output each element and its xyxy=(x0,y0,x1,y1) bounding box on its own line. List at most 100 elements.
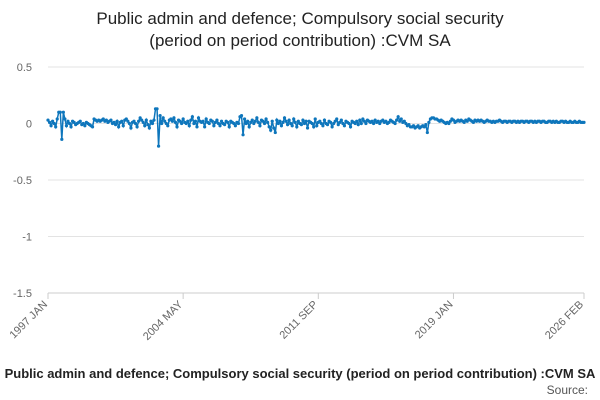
point xyxy=(310,121,314,126)
point xyxy=(353,121,357,126)
point xyxy=(471,120,476,124)
point xyxy=(304,119,308,123)
point xyxy=(287,118,291,122)
x-tick-label: 1997 JAN xyxy=(7,299,50,342)
point xyxy=(258,124,262,128)
chart-title: (period on period contribution) :CVM SA xyxy=(149,31,451,50)
point xyxy=(336,123,340,127)
point xyxy=(381,118,385,122)
point xyxy=(373,118,377,122)
point xyxy=(396,115,400,119)
point xyxy=(289,121,293,126)
point xyxy=(67,121,72,126)
point xyxy=(399,117,403,121)
y-tick-label: -1.5 xyxy=(13,288,32,300)
point xyxy=(318,119,322,123)
point xyxy=(54,125,58,129)
point xyxy=(52,121,56,126)
point xyxy=(129,126,133,130)
point xyxy=(371,121,376,126)
point xyxy=(250,118,254,122)
point xyxy=(66,119,70,123)
point xyxy=(299,123,304,127)
point xyxy=(278,119,282,123)
point xyxy=(47,120,52,124)
point xyxy=(448,119,452,123)
line xyxy=(47,108,584,147)
caption: Public admin and defence; Compulsory soc… xyxy=(5,366,596,381)
point xyxy=(126,119,130,123)
point xyxy=(395,118,399,122)
point xyxy=(402,119,406,123)
point xyxy=(101,117,105,121)
point xyxy=(127,121,131,126)
point xyxy=(232,121,236,126)
x-tick-label: 2026 FEB xyxy=(543,299,586,342)
point xyxy=(425,130,429,135)
point xyxy=(124,117,128,121)
point xyxy=(218,124,222,128)
x-tick-label: 2011 SEP xyxy=(277,299,320,342)
point xyxy=(61,110,65,114)
point xyxy=(370,119,374,123)
point xyxy=(325,123,330,127)
point xyxy=(292,117,296,121)
point xyxy=(362,119,366,123)
point xyxy=(160,121,164,126)
point xyxy=(404,121,408,126)
point xyxy=(158,113,162,118)
point xyxy=(322,118,327,122)
point xyxy=(173,120,178,124)
point xyxy=(424,123,428,127)
point xyxy=(359,121,363,126)
point xyxy=(330,125,334,129)
point xyxy=(361,117,365,121)
point xyxy=(164,121,168,126)
point xyxy=(269,128,273,132)
point xyxy=(189,118,193,122)
point xyxy=(312,125,316,129)
point xyxy=(338,120,342,124)
point xyxy=(144,118,148,122)
point xyxy=(282,116,287,120)
point xyxy=(132,119,136,123)
point xyxy=(264,117,268,121)
point xyxy=(387,120,391,124)
point xyxy=(201,119,205,123)
point xyxy=(163,119,167,123)
point xyxy=(335,117,339,121)
point xyxy=(210,119,214,123)
point xyxy=(133,121,138,126)
point xyxy=(276,121,280,126)
point xyxy=(172,116,176,120)
point xyxy=(270,119,274,123)
y-tick-label: -1 xyxy=(22,232,32,244)
point xyxy=(146,123,150,127)
point xyxy=(63,117,67,121)
point xyxy=(241,133,245,137)
point xyxy=(115,119,119,123)
y-tick-label: 0 xyxy=(26,119,32,131)
point xyxy=(393,121,397,126)
point xyxy=(170,119,175,123)
point xyxy=(219,119,224,123)
point xyxy=(355,119,359,123)
point xyxy=(169,117,173,121)
point xyxy=(411,124,416,128)
point xyxy=(141,120,145,124)
point xyxy=(427,120,431,124)
point xyxy=(358,118,362,122)
point xyxy=(180,121,184,126)
point xyxy=(341,121,345,126)
point xyxy=(321,124,325,128)
point xyxy=(156,144,161,148)
point xyxy=(252,121,256,126)
point xyxy=(398,119,402,123)
y-tick-label: 0.5 xyxy=(17,62,32,74)
point xyxy=(121,124,125,128)
point xyxy=(462,120,466,124)
point xyxy=(284,119,288,123)
point xyxy=(293,120,297,124)
point xyxy=(55,117,59,121)
